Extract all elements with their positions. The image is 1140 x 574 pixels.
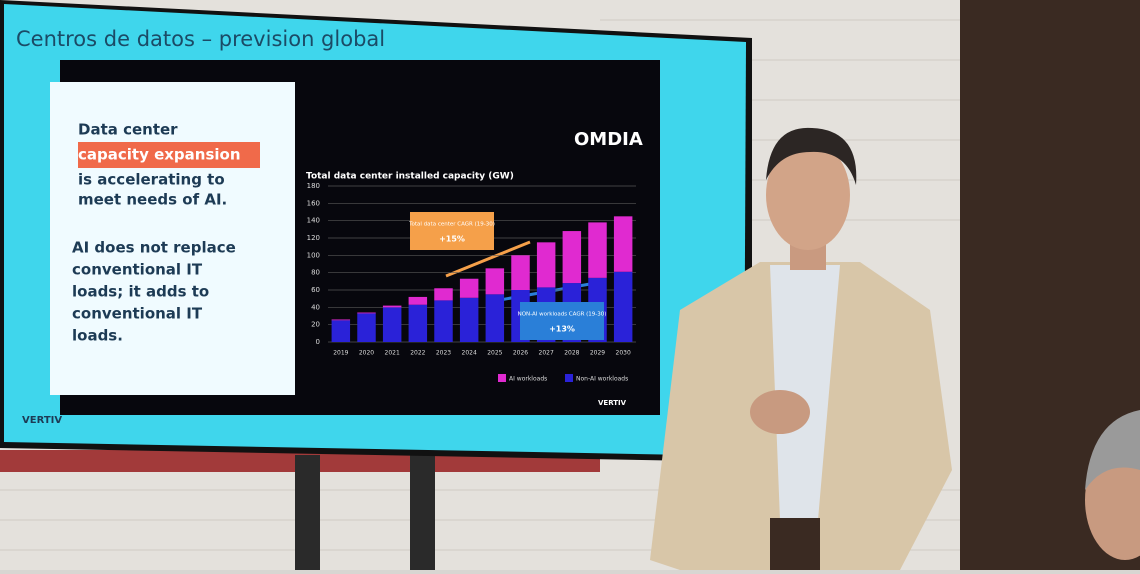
bar-segment bbox=[408, 304, 428, 342]
body-line: meet needs of AI. bbox=[78, 191, 227, 209]
bar-segment bbox=[434, 300, 453, 342]
x-tick-label: 2028 bbox=[564, 350, 579, 357]
annotation-box bbox=[520, 302, 604, 340]
head bbox=[766, 140, 850, 250]
x-tick-label: 2029 bbox=[590, 350, 605, 357]
bar-segment bbox=[382, 307, 402, 342]
x-tick-label: 2020 bbox=[359, 350, 374, 357]
y-tick-label: 40 bbox=[311, 303, 320, 311]
bar-segment bbox=[382, 305, 402, 308]
bar-segment bbox=[434, 288, 453, 301]
bar-segment bbox=[485, 268, 505, 295]
x-tick-label: 2021 bbox=[385, 350, 400, 357]
annotation-label: NON-AI workloads CAGR (19-30) bbox=[518, 312, 607, 318]
body-line: conventional IT bbox=[72, 261, 203, 279]
x-tick-label: 2030 bbox=[616, 350, 631, 357]
bar-segment bbox=[613, 271, 633, 342]
bar-segment bbox=[536, 242, 556, 288]
chart-title: Total data center installed capacity (GW… bbox=[306, 172, 514, 182]
body-line: is accelerating to bbox=[78, 171, 225, 189]
bar-segment bbox=[408, 296, 428, 305]
legend-label: AI workloads bbox=[509, 376, 547, 383]
y-tick-label: 100 bbox=[307, 251, 320, 259]
bar-segment bbox=[357, 313, 376, 342]
body-line: loads; it adds to bbox=[72, 283, 209, 301]
x-tick-label: 2022 bbox=[410, 350, 425, 357]
text-box bbox=[50, 82, 295, 395]
bar-segment bbox=[511, 255, 530, 290]
legend-label: Non-AI workloads bbox=[576, 376, 628, 383]
bar-segment bbox=[459, 297, 479, 342]
x-tick-label: 2019 bbox=[333, 350, 348, 357]
source-brand: OMDIA bbox=[574, 129, 643, 150]
chart-brand: VERTIV bbox=[598, 399, 627, 407]
y-tick-label: 120 bbox=[307, 234, 320, 242]
x-tick-label: 2026 bbox=[513, 350, 528, 357]
body-line: loads. bbox=[72, 327, 123, 345]
x-tick-label: 2027 bbox=[539, 350, 554, 357]
hands bbox=[750, 390, 810, 434]
annotation-value: +13% bbox=[549, 325, 575, 334]
annotation-value: +15% bbox=[439, 235, 465, 244]
body-line: conventional IT bbox=[72, 305, 203, 323]
audience-hair bbox=[1085, 410, 1140, 490]
body-line: capacity expansion bbox=[78, 146, 241, 164]
bar-segment bbox=[357, 312, 376, 314]
hair bbox=[766, 127, 857, 185]
bar-segment bbox=[562, 231, 582, 284]
highlight bbox=[78, 142, 260, 168]
body-line: AI does not replace bbox=[72, 239, 236, 257]
stand-leg bbox=[295, 455, 320, 570]
annotation-label: Total data center CAGR (19-30) bbox=[408, 222, 495, 228]
bar-segment bbox=[588, 222, 607, 278]
y-tick-label: 160 bbox=[307, 199, 320, 207]
bar-segment bbox=[331, 320, 351, 342]
x-tick-label: 2024 bbox=[462, 350, 477, 357]
brand: VERTIV bbox=[22, 415, 62, 426]
legend-swatch bbox=[565, 374, 573, 382]
bar-segment bbox=[485, 294, 505, 342]
legend-swatch bbox=[498, 374, 506, 382]
y-tick-label: 0 bbox=[316, 338, 320, 346]
shirt bbox=[770, 265, 840, 520]
x-tick-label: 2025 bbox=[487, 350, 502, 357]
bar-segment bbox=[331, 319, 351, 321]
y-tick-label: 180 bbox=[307, 182, 320, 190]
y-tick-label: 20 bbox=[311, 321, 320, 329]
bar-segment bbox=[613, 216, 633, 272]
body-line: Data center bbox=[78, 121, 178, 139]
y-tick-label: 80 bbox=[311, 269, 320, 277]
annotation-box bbox=[410, 212, 494, 250]
y-tick-label: 60 bbox=[311, 286, 320, 294]
arrow bbox=[445, 240, 531, 278]
x-tick-label: 2023 bbox=[436, 350, 451, 357]
slide-title: Centros de datos – prevision global bbox=[16, 27, 385, 51]
y-tick-label: 140 bbox=[307, 217, 320, 225]
trousers bbox=[770, 518, 820, 570]
bar-segment bbox=[459, 278, 479, 298]
stand-leg bbox=[410, 455, 435, 570]
